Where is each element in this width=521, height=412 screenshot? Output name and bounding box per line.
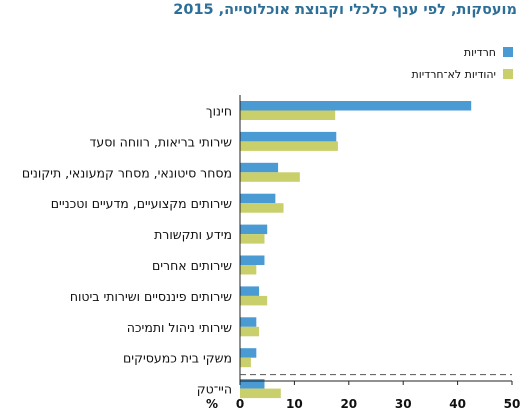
bar-0-3 [240, 193, 276, 204]
bar-0-0 [240, 101, 472, 111]
bar-0-4 [240, 224, 268, 235]
category-label-2: מסחר סיטונאי, מסחר קמעונאי, תיקונים [22, 165, 232, 180]
category-label-5: שירותים אחרים [152, 258, 232, 273]
legend-label-1: יהודיות לא־חרדיות [412, 68, 497, 81]
category-label-0: חינוך [206, 104, 232, 119]
bar-0-9 [240, 379, 265, 389]
category-label-6: שירותים פיננסיים ושירותי ביטוח [70, 289, 232, 304]
legend: חרדיות יהודיות לא־חרדיות [412, 46, 513, 81]
bars-group [240, 101, 472, 399]
x-tick-label-0: 0 [236, 397, 244, 411]
category-label-7: שירותי ניהול ותמיכה [127, 320, 232, 335]
x-tick-label-1: 10 [286, 397, 303, 411]
bar-1-6 [240, 295, 268, 306]
bar-0-6 [240, 286, 260, 296]
category-label-8: משקי בית כמעסיקים [123, 351, 232, 366]
bar-1-8 [240, 357, 251, 368]
x-tick-label-5: 50 [504, 397, 521, 411]
bar-0-5 [240, 255, 265, 265]
bar-1-9 [240, 388, 281, 399]
category-labels: חינוך שירותי בריאות, רווחה וסעד מסחר סיטונ… [22, 104, 232, 397]
legend-label-0: חרדיות [464, 46, 496, 59]
bar-0-1 [240, 131, 337, 142]
x-tick-label-2: 20 [340, 397, 357, 411]
chart-title: מועסקות, לפי ענף כלכלי וקבוצת אוכלוסייה,… [173, 2, 517, 18]
legend-swatch-0 [503, 47, 513, 57]
legend-swatch-1 [503, 69, 513, 79]
x-tick-label-4: 40 [449, 397, 466, 411]
bar-1-0 [240, 110, 336, 120]
x-axis: 0 10 20 30 40 50% [206, 95, 520, 411]
bar-1-7 [240, 326, 260, 337]
bar-1-2 [240, 172, 300, 182]
category-label-1: שירותי בריאות, רווחה וסעד [90, 134, 233, 149]
bar-1-1 [240, 141, 338, 151]
bar-0-7 [240, 317, 257, 327]
bar-1-4 [240, 234, 265, 244]
category-label-3: שירותים מקצועיים, מדעיים וטכניים [51, 196, 232, 211]
unit-label: % [206, 397, 218, 411]
bar-0-8 [240, 348, 257, 358]
category-label-4: מידע ותקשורת [154, 227, 232, 242]
category-label-9: היי־טק [197, 382, 232, 397]
x-tick-label-3: 30 [395, 397, 412, 411]
bar-1-5 [240, 265, 257, 275]
bar-0-2 [240, 162, 279, 173]
bar-1-3 [240, 203, 284, 213]
